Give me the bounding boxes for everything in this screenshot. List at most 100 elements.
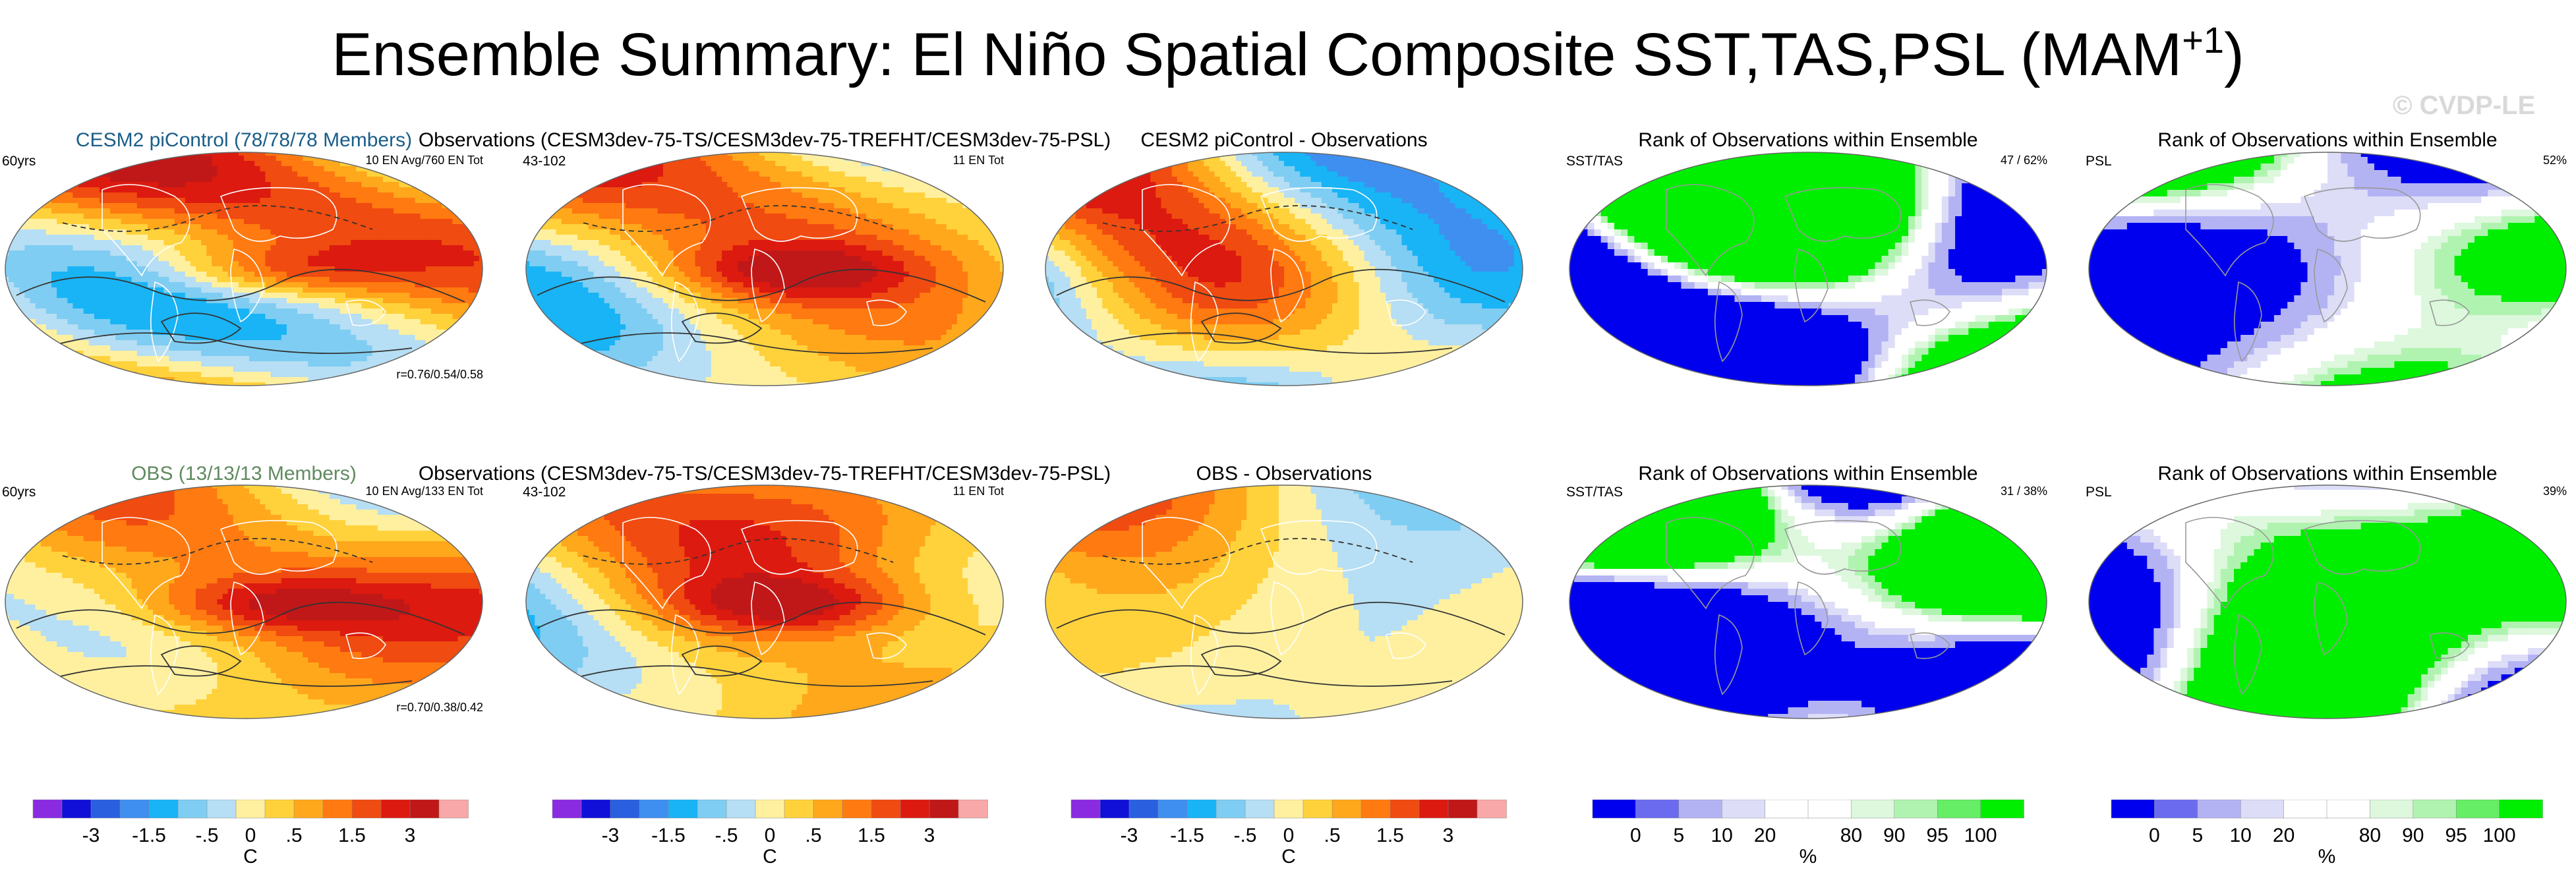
colorbar-swatch <box>380 800 411 819</box>
colorbar-swatch <box>1980 800 2024 819</box>
world-map-anom <box>5 152 483 386</box>
map-outline <box>2088 152 2567 386</box>
colorbar-swatch <box>1765 800 1809 819</box>
world-map-rankpsl <box>2088 152 2567 386</box>
colorbar-swatch <box>1273 800 1304 819</box>
colorbar-swatch <box>1419 800 1449 819</box>
colorbar-swatch <box>322 800 353 819</box>
colorbar-unit-label: % <box>2318 846 2336 867</box>
panel-top-left-label: 43-102 <box>523 154 566 169</box>
colorbar-swatch <box>2455 800 2500 819</box>
colorbar-tick-label: -3 <box>602 825 620 846</box>
colorbar-swatch <box>639 800 669 819</box>
colorbar-swatch <box>2370 800 2414 819</box>
map-field <box>2089 152 2566 386</box>
colorbar-tick-label: 1.5 <box>338 825 366 846</box>
colorbar-swatch <box>2326 800 2371 819</box>
colorbar-swatch <box>1215 800 1246 819</box>
colorbar-swatch <box>900 800 930 819</box>
map-outline <box>5 485 483 719</box>
colorbar-swatch <box>2499 800 2543 819</box>
panel-title: Rank of Observations within Ensemble <box>1638 463 1977 485</box>
colorbar-tick-label: -.5 <box>715 825 738 846</box>
colorbar-swatch <box>1592 800 1637 819</box>
panel-top-left-label: PSL <box>2086 154 2112 169</box>
colorbar-tick-label: 20 <box>1754 825 1776 846</box>
colorbar-swatch <box>293 800 324 819</box>
panel-title: OBS (13/13/13 Members) <box>131 463 357 485</box>
colorbar-tick-label: 90 <box>1883 825 1905 846</box>
colorbar-swatch <box>1332 800 1362 819</box>
rank-colorbar: 0 5 10 20 80 90 95 100% <box>2111 800 2543 867</box>
colorbar-swatch <box>581 800 611 819</box>
map-outline <box>525 152 1004 386</box>
colorbar-unit-label: C <box>243 846 258 867</box>
panel-top-right-label: 10 EN Avg/133 EN Tot <box>366 485 483 498</box>
colorbar-tick-label: 1.5 <box>858 825 885 846</box>
colorbar-swatch <box>552 800 582 819</box>
panel-top-right-label: 52% <box>2543 154 2567 167</box>
colorbar-swatch <box>1448 800 1478 819</box>
colorbar-swatch <box>842 800 872 819</box>
colorbar-tick-label: 80 <box>2359 825 2381 846</box>
colorbar-tick-label: .5 <box>285 825 302 846</box>
colorbar-swatch <box>1477 800 1507 819</box>
map-outline <box>1045 485 1523 719</box>
world-map-diff <box>1045 152 1523 386</box>
colorbar-tick-label: 5 <box>2192 825 2203 846</box>
panel-top-left-label: 60yrs <box>2 154 36 169</box>
colorbar-swatch <box>177 800 208 819</box>
panel-title: Rank of Observations within Ensemble <box>2157 129 2497 152</box>
colorbar-swatch <box>958 800 988 819</box>
panel-top-right-label: 31 / 38% <box>2001 485 2047 498</box>
panel-top-right-label: 47 / 62% <box>2001 154 2047 167</box>
colorbar-swatch <box>1390 800 1420 819</box>
colorbar-tick-label: 0 <box>245 825 256 846</box>
panel-top-left-label: SST/TAS <box>1566 485 1623 500</box>
world-map-diff <box>1045 485 1523 719</box>
colorbar-swatch <box>206 800 237 819</box>
colorbar-swatch <box>1244 800 1275 819</box>
colorbar-swatch <box>2413 800 2457 819</box>
colorbar-tick-label: 100 <box>1964 825 1997 846</box>
colorbar-swatch <box>1128 800 1159 819</box>
colorbar-tick-label: -1.5 <box>132 825 166 846</box>
colorbar-unit-label: C <box>763 846 777 867</box>
colorbar-swatch <box>1721 800 1766 819</box>
colorbar-swatch <box>351 800 382 819</box>
colorbar-swatch <box>2111 800 2155 819</box>
colorbar-tick-label: 10 <box>2230 825 2252 846</box>
panel-title: CESM2 piControl (78/78/78 Members) <box>76 129 412 152</box>
colorbar-tick-label: 0 <box>2149 825 2160 846</box>
colorbar-swatch <box>2240 800 2285 819</box>
colorbar-tick-label: 95 <box>1927 825 1948 846</box>
map-outline <box>1569 152 2047 386</box>
panel-top-right-label: 39% <box>2543 485 2567 498</box>
map-outline <box>1045 152 1523 386</box>
colorbar-swatch <box>2197 800 2241 819</box>
colorbar-tick-label: 3 <box>1443 825 1454 846</box>
colorbar-tick-label: 3 <box>924 825 935 846</box>
colorbar-swatch <box>929 800 959 819</box>
colorbar-swatch <box>32 800 63 819</box>
colorbar-swatch <box>1361 800 1391 819</box>
colorbar-swatch <box>697 800 727 819</box>
colorbar-swatch <box>668 800 698 819</box>
colorbar-tick-label: 90 <box>2402 825 2424 846</box>
anomaly-colorbar: -3 -1.5 -.5 0 .5 1.5 3 C <box>1070 800 1507 867</box>
colorbar-swatch <box>1099 800 1130 819</box>
colorbar-swatch <box>235 800 266 819</box>
panel-title: Rank of Observations within Ensemble <box>1638 129 1977 152</box>
colorbar-tick-label: 80 <box>1840 825 1862 846</box>
panel-top-right-label: 10 EN Avg/760 EN Tot <box>366 154 483 167</box>
colorbar-swatch <box>2154 800 2198 819</box>
panel-top-left-label: 43-102 <box>523 485 566 500</box>
colorbar-tick-label: 95 <box>2445 825 2467 846</box>
colorbar-swatch <box>871 800 901 819</box>
panel-top-left-label: 60yrs <box>2 485 36 500</box>
colorbar-tick-label: -3 <box>1121 825 1138 846</box>
map-outline <box>5 152 483 386</box>
colorbar-swatch <box>1851 800 1895 819</box>
panel-title: Rank of Observations within Ensemble <box>2157 463 2497 485</box>
colorbar-swatch <box>1635 800 1680 819</box>
